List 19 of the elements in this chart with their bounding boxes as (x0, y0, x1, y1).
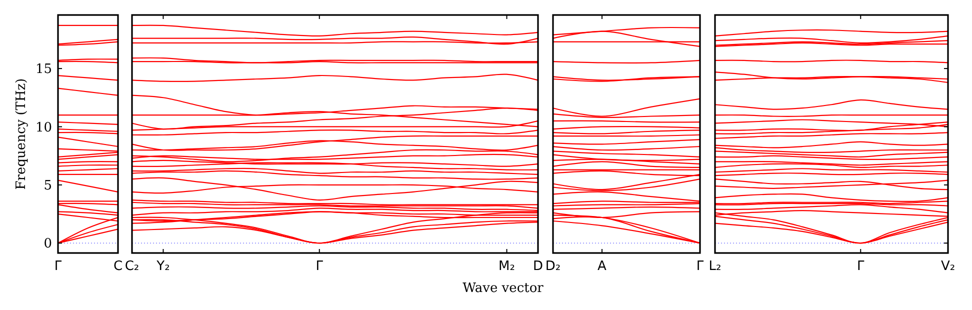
x-tick-label: Γ (696, 259, 704, 274)
x-tick-label: Γ (54, 259, 62, 274)
x-axis-title: Wave vector (462, 281, 544, 296)
x-tick-label: V₂ (940, 259, 956, 274)
x-tick-label: C (113, 259, 123, 274)
x-tick-label: Y₂ (156, 259, 170, 274)
y-axis-title: Frequency (THz) (14, 78, 29, 190)
x-tick-label: C₂ (124, 259, 140, 274)
x-tick-label: Γ (316, 259, 324, 274)
y-tick-label: 15 (35, 62, 52, 78)
y-tick-label: 5 (44, 178, 52, 194)
y-tick-label: 10 (35, 120, 52, 136)
x-tick-label: M₂ (498, 259, 515, 274)
x-tick-label: D₂ (545, 259, 561, 274)
y-tick-label: 0 (44, 236, 52, 252)
x-tick-label: L₂ (708, 259, 722, 274)
x-tick-label: A (598, 259, 607, 274)
x-tick-label: Γ (857, 259, 865, 274)
x-tick-label: D (532, 259, 544, 274)
